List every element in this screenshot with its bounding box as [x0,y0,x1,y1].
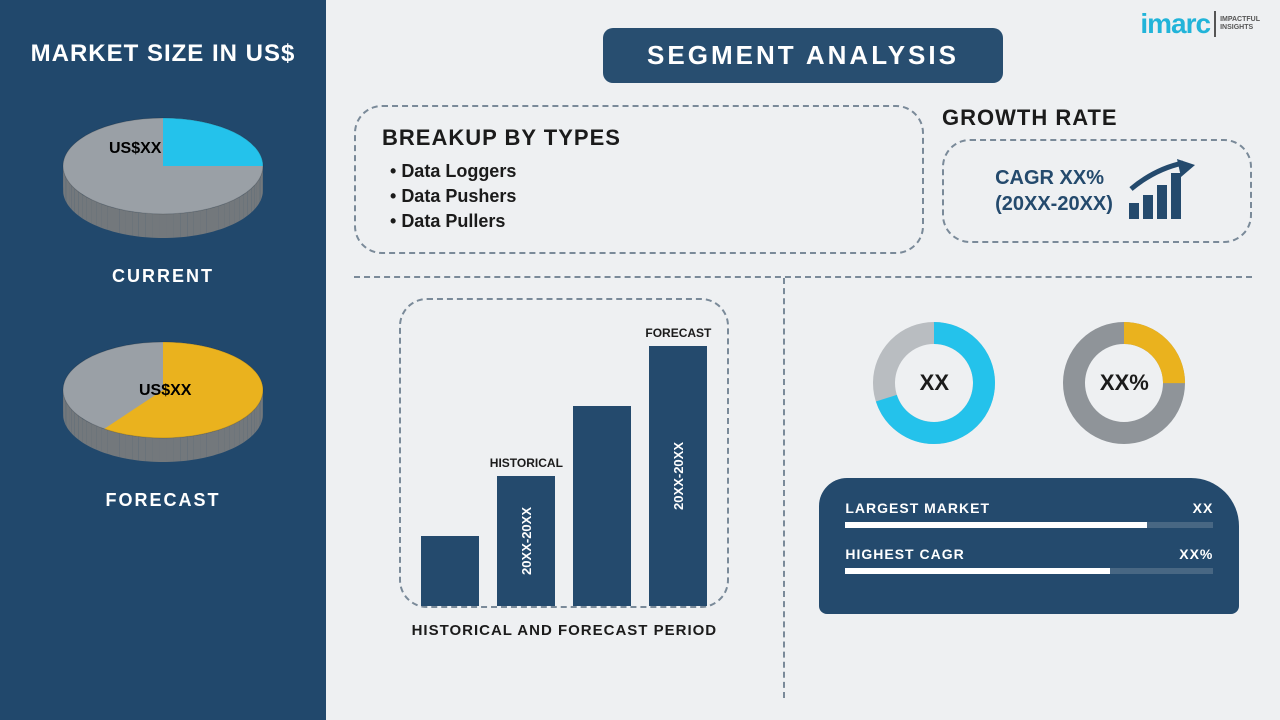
breakup-item: Data Pullers [390,209,896,234]
metric-bar [845,568,1213,574]
pie-label: FORECAST [106,490,221,511]
historical-forecast-panel: HISTORICAL20XX-20XXFORECAST20XX-20XX HIS… [346,278,785,698]
metric-fill [845,568,1110,574]
growth-chart-icon [1125,159,1199,223]
pie-value: US$XX [139,382,191,400]
metric-bar [845,522,1213,528]
pie-chart [53,98,273,248]
bar: FORECAST20XX-20XX [649,346,707,606]
stats-panel: XX XX% LARGEST MARKET XX HIGHEST CAGR XX… [785,278,1260,698]
bar [421,536,479,606]
bar: HISTORICAL20XX-20XX [497,476,555,606]
page-title-badge: SEGMENT ANALYSIS [603,28,1003,83]
row-top: BREAKUP BY TYPES Data LoggersData Pusher… [346,105,1260,254]
pie-value: US$XX [109,140,161,158]
breakup-title: BREAKUP BY TYPES [382,125,896,151]
growth-title: GROWTH RATE [942,105,1252,131]
bar-top-label: FORECAST [618,326,738,340]
bar-chart: HISTORICAL20XX-20XXFORECAST20XX-20XX [399,298,729,608]
logo-divider [1214,11,1216,37]
main-panel: imarc IMPACTFUL INSIGHTS SEGMENT ANALYSI… [326,0,1280,720]
sidebar-title: MARKET SIZE IN US$ [31,40,296,68]
breakup-list: Data LoggersData PushersData Pullers [382,159,896,234]
breakup-box: BREAKUP BY TYPES Data LoggersData Pusher… [354,105,924,254]
metric-value: XX% [1179,546,1213,562]
bar [573,406,631,606]
pie-label: CURRENT [112,266,214,287]
donut-chart: XX% [1059,318,1189,448]
bar-period-label: 20XX-20XX [519,507,534,575]
donut-value: XX [920,370,949,396]
donut-value: XX% [1100,370,1149,396]
metrics-box: LARGEST MARKET XX HIGHEST CAGR XX% [819,478,1239,614]
sidebar: MARKET SIZE IN US$ US$XX CURRENT US$XX FOR… [0,0,326,720]
breakup-item: Data Loggers [390,159,896,184]
metric-row: LARGEST MARKET XX [845,500,1213,528]
cagr-text: CAGR XX% (20XX-20XX) [995,165,1113,217]
donut-row: XX XX% [869,318,1189,448]
brand-logo: imarc IMPACTFUL INSIGHTS [1140,8,1260,40]
metric-row: HIGHEST CAGR XX% [845,546,1213,574]
bar-period-label: 20XX-20XX [671,442,686,510]
logo-tagline: IMPACTFUL INSIGHTS [1220,16,1260,31]
metric-label: LARGEST MARKET [845,500,990,516]
row-bottom: HISTORICAL20XX-20XXFORECAST20XX-20XX HIS… [346,278,1260,698]
bar-caption: HISTORICAL AND FORECAST PERIOD [412,622,718,639]
donut-chart: XX [869,318,999,448]
metric-label: HIGHEST CAGR [845,546,964,562]
growth-box: GROWTH RATE CAGR XX% (20XX-20XX) [942,105,1252,254]
logo-text: imarc [1140,8,1210,40]
breakup-item: Data Pushers [390,184,896,209]
bar-top-label: HISTORICAL [466,456,586,470]
metric-value: XX [1193,500,1214,516]
metric-fill [845,522,1147,528]
